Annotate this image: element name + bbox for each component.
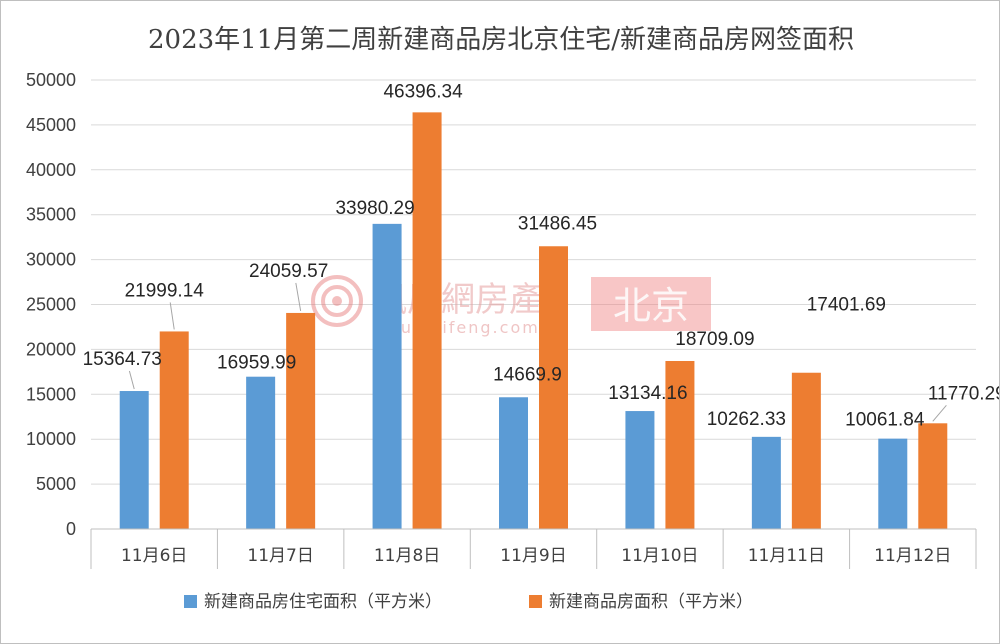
bar-total xyxy=(539,246,568,529)
y-tick-label: 25000 xyxy=(26,295,76,315)
data-label: 31486.45 xyxy=(518,213,597,234)
legend-label: 新建商品房住宅面积（平方米） xyxy=(204,592,442,612)
chart-title: 2023年11月第二周新建商品房北京住宅/新建商品房网签面积 xyxy=(148,25,854,55)
data-label: 15364.73 xyxy=(83,349,162,370)
y-tick-label: 20000 xyxy=(26,339,76,359)
x-axis: 11月6日 11月7日 11月8日 11月9日 11月10日 11月11日 11月12日 xyxy=(90,528,977,569)
bar-total xyxy=(159,331,189,529)
bars xyxy=(119,112,948,529)
legend-label: 新建商品房面积（平方米） xyxy=(549,592,753,612)
y-tick-label: 10000 xyxy=(26,429,76,449)
x-tick-label: 11月12日 xyxy=(874,546,951,566)
data-label: 11770.29 xyxy=(928,383,999,404)
data-labels: 15364.73 21999.14 16959.99 24059.57 33980.29… xyxy=(83,81,999,430)
data-label: 17401.69 xyxy=(807,295,886,316)
y-tick-label: 15000 xyxy=(26,384,76,404)
data-label: 33980.29 xyxy=(335,198,414,219)
y-tick-label: 5000 xyxy=(36,474,76,494)
data-label: 46396.34 xyxy=(383,81,463,102)
data-label: 16959.99 xyxy=(217,353,296,374)
bar-total xyxy=(791,372,821,529)
data-label: 24059.57 xyxy=(249,261,328,282)
label-leader-line xyxy=(128,370,135,390)
bar-residential xyxy=(246,376,276,529)
bar-total xyxy=(286,312,316,529)
bar-total xyxy=(665,360,695,529)
data-label: 10061.84 xyxy=(845,410,925,431)
bar-residential xyxy=(751,436,781,529)
watermark-city-box xyxy=(591,277,711,331)
data-label: 21999.14 xyxy=(125,280,205,301)
bar-residential xyxy=(119,391,149,529)
data-label: 14669.9 xyxy=(493,364,562,385)
watermark: 鳳凰網房產 house.ifeng.com 北京 xyxy=(311,275,711,337)
x-tick-label: 11月8日 xyxy=(374,546,440,566)
x-tick-label: 11月11日 xyxy=(748,546,825,566)
legend: 新建商品房住宅面积（平方米） 新建商品房面积（平方米） xyxy=(184,592,753,612)
y-tick-label: 40000 xyxy=(26,160,76,180)
y-tick-label: 0 xyxy=(66,519,76,539)
bar-residential xyxy=(499,397,528,529)
bar-residential xyxy=(372,223,402,529)
bar-total xyxy=(918,423,948,529)
bar-residential xyxy=(878,438,908,529)
label-leader-line xyxy=(295,282,302,312)
label-leader-line xyxy=(932,404,947,422)
legend-swatch xyxy=(529,595,542,608)
label-leader-line xyxy=(169,302,175,330)
data-label: 10262.33 xyxy=(707,409,786,430)
x-tick-label: 11月10日 xyxy=(621,546,698,566)
x-tick-label: 11月9日 xyxy=(500,546,566,566)
bar-total xyxy=(412,112,442,529)
legend-swatch xyxy=(184,595,197,608)
y-tick-label: 50000 xyxy=(26,70,76,90)
bar-residential xyxy=(625,411,655,529)
y-axis: 0 5000 10000 15000 20000 25000 30000 35000 40000… xyxy=(26,70,76,539)
y-tick-label: 30000 xyxy=(26,250,76,270)
gridlines xyxy=(91,79,976,485)
x-tick-label: 11月7日 xyxy=(247,546,313,566)
data-label: 18709.09 xyxy=(675,329,754,350)
watermark-city: 北京 xyxy=(613,284,689,328)
x-tick-label: 11月6日 xyxy=(121,546,187,566)
y-tick-label: 45000 xyxy=(26,115,76,135)
watermark-logo xyxy=(311,275,363,327)
data-label: 13134.16 xyxy=(608,383,687,404)
y-tick-label: 35000 xyxy=(26,205,76,225)
